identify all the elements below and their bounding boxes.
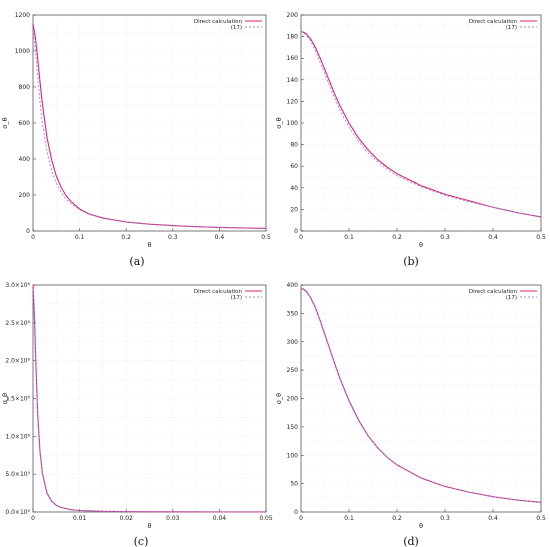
chart-panel-4: 0 0.1 0.2 0.3 0.4 0.5 0 50 100 150 200 250 300 350 400…	[275, 282, 546, 547]
x-tick-label: 0	[299, 515, 303, 522]
y-axis-label: σ_θ	[1, 117, 9, 128]
y-tick-label: 40	[290, 185, 298, 192]
y-tick-label: 2.5×10⁶	[5, 320, 30, 327]
x-tick-label: 0.4	[488, 234, 498, 241]
x-tick-label: 0.03	[166, 515, 180, 522]
y-tick-label: 600	[19, 120, 31, 127]
y-tick-label: 800	[19, 84, 31, 91]
y-tick-label: 1.0×10⁶	[5, 433, 30, 440]
y-tick-label: 1.5×10⁶	[5, 396, 30, 403]
x-tick-label: 0.02	[120, 515, 134, 522]
chart-panel-3: 0 0.01 0.02 0.03 0.04 0.05 0.0×10⁰ 5.0×10⁵ 1.0×1…	[1, 282, 273, 547]
x-tick-label: 0.5	[261, 234, 271, 241]
y-axis-label: σ_θ	[275, 393, 283, 404]
x-tick-label: 0.1	[344, 515, 354, 522]
y-axis-label: σ_θ	[275, 117, 283, 128]
x-tick-label: 0.2	[392, 234, 402, 241]
y-tick-label: 50	[290, 481, 298, 488]
y-tick-label: 140	[287, 77, 299, 84]
legend-label: (17)	[231, 25, 242, 31]
x-tick-label: 0.04	[213, 515, 227, 522]
y-tick-label: 300	[287, 339, 299, 346]
x-tick-label: 0	[299, 234, 303, 241]
x-tick-label: 0.1	[344, 234, 354, 241]
y-tick-label: 120	[287, 98, 299, 105]
x-tick-label: 0.3	[440, 234, 450, 241]
x-tick-label: 0.4	[488, 515, 498, 522]
legend-label: Direct calculation	[469, 289, 518, 295]
x-tick-label: 0.4	[215, 234, 225, 241]
legend-label: Direct calculation	[194, 19, 243, 25]
y-tick-label: 0.0×10⁰	[5, 509, 30, 516]
x-tick-label: 0.5	[536, 234, 546, 241]
legend-label: (17)	[506, 295, 517, 301]
series-line-eq17	[300, 288, 542, 503]
x-tick-label: 0.3	[168, 234, 178, 241]
x-tick-label: 0.2	[392, 515, 402, 522]
x-axis-label: θ	[419, 522, 423, 530]
y-tick-label: 200	[19, 192, 31, 199]
y-tick-label: 180	[287, 34, 299, 41]
y-tick-label: 100	[287, 120, 299, 127]
series-line-direct-calculation	[300, 287, 542, 503]
series-line-direct-calculation	[32, 23, 267, 230]
x-tick-label: 0	[31, 515, 35, 522]
y-tick-label: 200	[287, 396, 299, 403]
y-tick-label: 250	[287, 367, 299, 374]
legend-label: (17)	[506, 25, 517, 31]
y-tick-label: 400	[287, 282, 299, 289]
panel-label: (c)	[134, 535, 149, 547]
y-tick-label: 350	[287, 310, 299, 317]
panel-label: (a)	[129, 255, 144, 268]
y-axis-label: σ_θ	[1, 393, 9, 404]
y-tick-label: 80	[290, 142, 298, 149]
x-tick-label: 0.2	[121, 234, 131, 241]
y-tick-label: 200	[287, 12, 299, 19]
series-line-eq17	[300, 30, 542, 218]
x-axis-label: θ	[419, 241, 423, 249]
legend-label: Direct calculation	[469, 19, 518, 25]
x-tick-label: 0	[31, 234, 35, 241]
y-tick-label: 3.0×10⁶	[5, 282, 30, 289]
series-line-eq17	[32, 29, 267, 229]
y-tick-label: 400	[19, 156, 31, 163]
y-tick-label: 1000	[15, 48, 30, 55]
x-axis-label: θ	[148, 522, 152, 530]
x-tick-label: 0.05	[259, 515, 273, 522]
y-tick-label: 160	[287, 55, 299, 62]
chart-panel-2: 0 0.1 0.2 0.3 0.4 0.5 0 20 40 60 80 100 120 140 160 180…	[275, 12, 546, 268]
chart-panel-1: 0 0.1 0.2 0.3 0.4 0.5 0 200 400 600 800 1000 1200 θ σ_…	[1, 12, 271, 268]
y-tick-label: 100	[287, 452, 299, 459]
y-tick-label: 2.0×10⁶	[5, 358, 30, 365]
panel-label: (d)	[403, 535, 419, 547]
x-tick-label: 0.3	[440, 515, 450, 522]
series-line-eq17	[32, 288, 267, 513]
y-tick-label: 150	[287, 424, 299, 431]
x-tick-label: 0.1	[75, 234, 85, 241]
y-tick-label: 1200	[15, 12, 30, 19]
x-tick-label: 0.01	[73, 515, 87, 522]
x-axis-label: θ	[148, 241, 152, 249]
y-tick-label: 20	[290, 206, 298, 213]
x-tick-label: 0.5	[536, 515, 546, 522]
y-tick-label: 60	[290, 163, 298, 170]
panel-label: (b)	[403, 255, 419, 268]
legend-label: (17)	[231, 295, 242, 301]
y-tick-label: 0	[26, 228, 30, 235]
legend-label: Direct calculation	[194, 289, 243, 295]
y-tick-label: 0	[294, 228, 298, 235]
series-line-direct-calculation	[300, 30, 542, 218]
y-tick-label: 0	[294, 509, 298, 516]
y-tick-label: 5.0×10⁵	[5, 471, 30, 478]
